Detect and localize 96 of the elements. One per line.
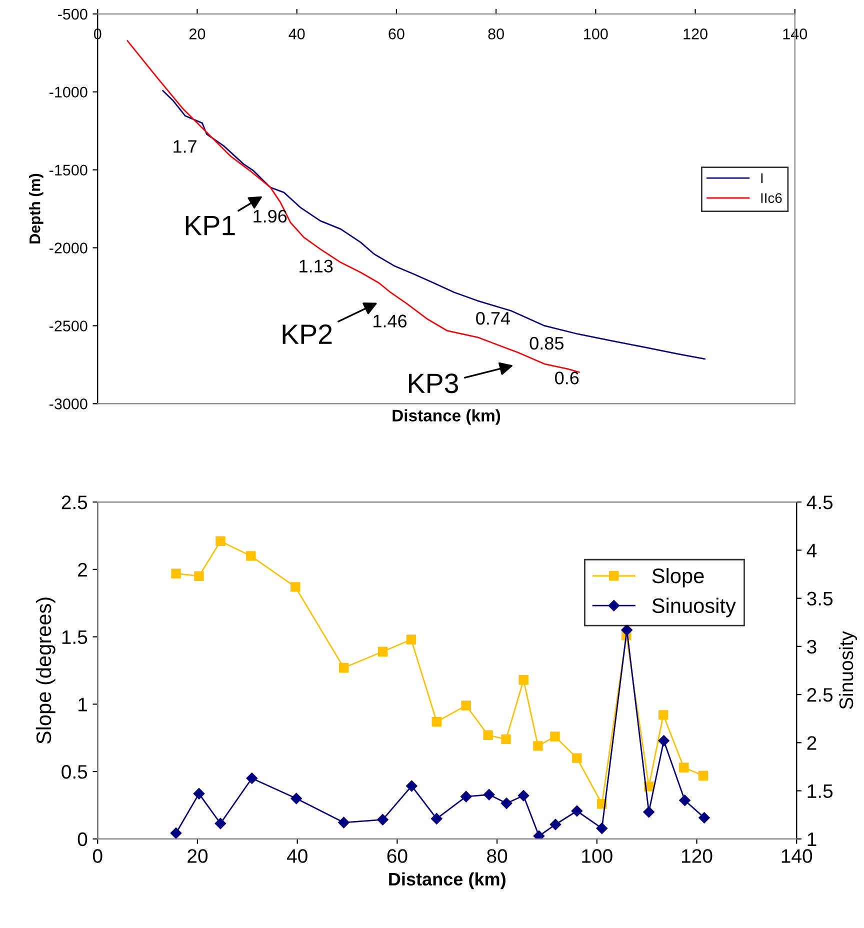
x-tick-label: 140	[783, 28, 808, 40]
annotation: KP3	[409, 374, 458, 394]
point	[170, 828, 182, 839]
annotation: 1.46	[374, 314, 407, 328]
point	[483, 789, 495, 800]
line-series	[162, 90, 706, 360]
y-tick-label: 1	[78, 698, 87, 712]
annotation: 0.6	[555, 372, 579, 384]
legend-label: Sinuosity	[652, 598, 736, 618]
y-axis-title: Slope (degrees)	[36, 598, 56, 744]
annotation: 1.13	[300, 260, 333, 272]
y-tick-label: -3000	[50, 398, 88, 410]
point	[171, 568, 181, 578]
y-tick-label: -2000	[50, 242, 88, 254]
point	[658, 710, 668, 720]
x-tick-label: 80	[487, 849, 508, 863]
annotation: 1.96	[254, 210, 287, 223]
x-tick-label: 20	[190, 28, 206, 40]
y-tick-label: 1.5	[62, 630, 88, 644]
annotation: 1.7	[174, 140, 196, 153]
y2-tick-label: 4	[806, 544, 817, 558]
y-tick-label: -1500	[50, 164, 88, 176]
point	[461, 700, 471, 710]
y-tick-label: 2	[78, 562, 87, 576]
x-tick-label: 60	[387, 849, 408, 863]
point	[572, 753, 582, 763]
point	[571, 805, 583, 817]
point	[501, 734, 511, 744]
y-tick-label: 0	[78, 832, 88, 846]
y2-axis-title: Sinuosity	[838, 631, 858, 710]
point	[596, 822, 608, 834]
point	[216, 536, 226, 546]
y2-tick-label: 4.5	[806, 496, 833, 510]
point	[658, 735, 670, 746]
y2-tick-label: 2	[807, 736, 816, 750]
y-axis-title: Depth (m)	[29, 174, 44, 244]
point	[406, 780, 418, 792]
point	[214, 818, 226, 830]
point	[679, 794, 690, 806]
point	[518, 675, 528, 685]
point	[483, 730, 493, 740]
y-tick-label: 0.5	[62, 765, 88, 779]
y2-tick-label: 2.5	[807, 688, 833, 702]
point	[500, 798, 512, 809]
x-tick-label: 40	[288, 28, 305, 40]
point	[550, 818, 562, 830]
line-series	[126, 40, 580, 373]
annotation: 0.74	[476, 312, 510, 325]
legend-label: Slope	[652, 568, 704, 588]
point	[432, 716, 442, 727]
point	[290, 582, 300, 592]
x-tick-label: 80	[488, 28, 504, 40]
y2-tick-label: 1	[808, 832, 816, 846]
legend-label: I	[761, 173, 763, 183]
y2-tick-label: 1.5	[808, 784, 833, 798]
point	[194, 571, 204, 582]
point	[338, 816, 350, 828]
x-axis-title: Distance (km)	[392, 409, 500, 425]
annotation: KP2	[282, 324, 332, 344]
point	[460, 790, 472, 802]
point	[246, 551, 256, 561]
annotation: 0.85	[530, 336, 564, 350]
x-tick-label: 120	[684, 28, 708, 40]
y2-tick-label: 3.5	[807, 592, 833, 606]
x-tick-label: 40	[286, 849, 308, 863]
annotation: KP1	[186, 216, 235, 236]
point	[377, 814, 388, 826]
x-tick-label: 60	[388, 28, 404, 40]
point	[246, 772, 258, 784]
y2-tick-label: 3	[807, 640, 816, 654]
y-tick-label: -1000	[50, 86, 88, 98]
x-tick-label: 100	[582, 849, 612, 863]
point	[643, 806, 654, 818]
y-tick-label: -500	[58, 8, 88, 20]
point	[431, 813, 442, 824]
x-tick-label: 120	[682, 849, 712, 863]
point	[698, 812, 710, 824]
y-tick-label: 2.5	[62, 496, 88, 510]
point	[378, 646, 388, 656]
x-tick-label: 140	[782, 849, 812, 863]
x-tick-label: 0	[92, 849, 102, 863]
point	[338, 662, 349, 673]
point	[533, 741, 543, 751]
x-axis-title: Distance (km)	[389, 872, 506, 890]
point	[406, 634, 416, 644]
point	[193, 788, 205, 800]
y-tick-label: -2500	[50, 320, 88, 332]
point	[621, 624, 632, 636]
point	[698, 770, 708, 780]
point	[550, 732, 560, 742]
legend-label: IIc6	[761, 193, 782, 203]
x-tick-label: 20	[188, 849, 208, 863]
point	[518, 790, 530, 802]
point	[678, 762, 689, 772]
x-tick-label: 100	[584, 28, 608, 40]
point	[290, 792, 302, 804]
